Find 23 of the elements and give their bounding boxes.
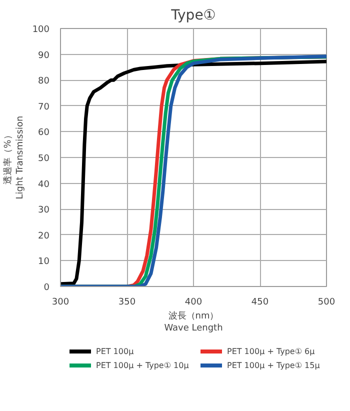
x-tick-label: 350 xyxy=(118,298,136,308)
y-tick-label: 10 xyxy=(38,257,50,268)
y-tick-label: 30 xyxy=(38,206,50,216)
legend-label: PET 100μ + Type① 10μ xyxy=(96,360,190,370)
y-tick-label: 0 xyxy=(44,283,50,293)
y-tick-label: 50 xyxy=(38,154,50,164)
x-tick-label: 300 xyxy=(52,298,70,308)
x-tick-label: 400 xyxy=(184,298,202,308)
y-tick-label: 60 xyxy=(38,128,50,138)
y-tick-label: 90 xyxy=(38,50,50,61)
y-tick-label: 70 xyxy=(38,102,50,112)
y-tick-label: 20 xyxy=(38,231,50,242)
x-axis-title: 波長（nm） Wave Length xyxy=(164,310,223,334)
chart-title: Type① xyxy=(170,8,216,24)
x-tick-label: 500 xyxy=(318,298,336,308)
y-tick-label: 40 xyxy=(38,180,50,190)
y-tick-label: 80 xyxy=(38,76,50,87)
y-tick-label: 100 xyxy=(32,25,50,35)
y-axis-title: 透過率（%） Light Transmission xyxy=(2,116,26,200)
x-tick-label: 450 xyxy=(251,298,269,308)
legend-label: PET 100μ xyxy=(96,346,135,356)
legend-label: PET 100μ + Type① 15μ xyxy=(227,360,321,370)
legend-label: PET 100μ + Type① 6μ xyxy=(227,346,316,356)
